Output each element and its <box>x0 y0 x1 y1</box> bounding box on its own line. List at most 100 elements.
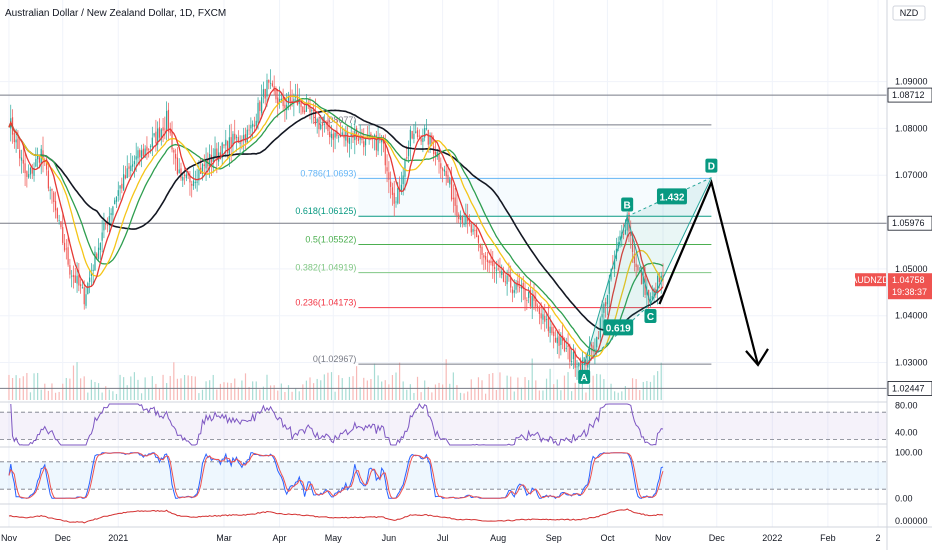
candle-body <box>657 276 659 294</box>
volume-bar <box>37 372 39 400</box>
candle-body <box>289 94 291 102</box>
candle-body <box>298 100 300 104</box>
volume-bar <box>398 362 401 400</box>
candle-body <box>74 275 76 283</box>
candle-body <box>22 159 24 164</box>
pattern-fill-bcd <box>627 177 712 305</box>
price-tick-label: 1.09000 <box>895 77 928 87</box>
candle-body <box>268 80 270 83</box>
candle-body <box>300 102 302 107</box>
candle-body <box>578 363 580 367</box>
candle-body <box>391 187 394 195</box>
fib-level-label: 0(1.02967) <box>313 354 357 364</box>
volume-bar <box>538 390 540 400</box>
candle-body <box>153 133 155 136</box>
volume-bar <box>226 382 229 400</box>
candle-body <box>225 139 227 146</box>
candle-body <box>497 268 499 270</box>
volume-bar <box>341 378 343 400</box>
candle-body <box>579 360 582 371</box>
candle-body <box>492 260 494 267</box>
candle-body <box>287 96 290 105</box>
volume-bar <box>72 365 75 400</box>
currency-button[interactable] <box>892 5 926 21</box>
volume-bar <box>266 374 268 400</box>
volume-bar <box>176 378 178 400</box>
candle-body <box>438 153 440 162</box>
last-price-tag <box>888 273 932 300</box>
volume-bar <box>252 381 254 400</box>
candle-body <box>316 119 318 123</box>
volume-bar <box>420 392 422 400</box>
candle-body <box>253 124 256 127</box>
candle-body <box>37 155 39 160</box>
volume-bar <box>502 387 505 400</box>
candle-body <box>158 127 161 138</box>
ratio-badge <box>603 319 634 336</box>
candle-body <box>501 271 503 275</box>
fib-level-label: 0.618(1.06125) <box>295 206 356 216</box>
candle-body <box>511 289 514 294</box>
candle-body <box>280 98 282 101</box>
candle-body <box>601 314 603 318</box>
volume-bar <box>660 362 662 400</box>
candle-body <box>341 132 343 136</box>
volume-bar <box>413 392 415 400</box>
time-tick-label: 2022 <box>762 533 782 543</box>
candle-body <box>259 101 261 112</box>
candle-body <box>51 188 53 191</box>
time-tick-label: Nov <box>655 533 672 543</box>
volume-bar <box>44 383 46 400</box>
rsi-line <box>10 402 664 446</box>
fib-level-label: 0.786(1.0693) <box>300 168 356 178</box>
candle-body <box>565 347 567 349</box>
volume-bar <box>33 373 35 400</box>
volume-bar <box>291 391 293 400</box>
volume-bar <box>624 386 626 400</box>
volume-bar <box>388 384 390 400</box>
candle-body <box>454 197 456 206</box>
candle-body <box>576 366 578 368</box>
volume-bar <box>126 385 128 400</box>
symbol-tag-text: AUDNZD <box>851 275 889 285</box>
candle-body <box>63 242 66 251</box>
volume-bar <box>449 383 451 400</box>
candle-body <box>114 200 116 205</box>
candle-body <box>510 277 512 288</box>
candle-body <box>320 124 322 129</box>
time-tick-label: Dec <box>709 533 726 543</box>
volume-bar <box>158 388 161 400</box>
candle-body <box>28 174 30 178</box>
volume-bar <box>635 379 637 400</box>
volume-bar <box>137 379 139 400</box>
candle-body <box>115 196 118 202</box>
volume-bar <box>513 391 515 400</box>
candle-body <box>275 89 277 100</box>
candle-body <box>54 201 57 211</box>
volume-bar <box>316 378 318 400</box>
candle-body <box>361 137 363 141</box>
candle-body <box>189 174 191 183</box>
candle-body <box>630 231 632 237</box>
candle-body <box>594 348 596 351</box>
volume-bar <box>54 392 57 400</box>
candle-body <box>452 197 454 200</box>
candle-body <box>490 260 492 263</box>
candle-body <box>431 135 433 145</box>
volume-bar <box>237 387 239 400</box>
oscillator-tick-label: 0.00000 <box>895 516 928 526</box>
volume-bar <box>359 387 361 400</box>
candle-body <box>142 148 144 156</box>
candle-body <box>83 287 85 305</box>
candle-body <box>201 163 204 174</box>
volume-bar <box>621 391 623 400</box>
volume-bar <box>373 363 376 400</box>
candle-body <box>162 127 164 131</box>
candle-body <box>151 137 153 147</box>
candle-body <box>117 190 119 196</box>
last-price-text: 1.04758 <box>892 275 925 285</box>
candle-body <box>223 144 225 146</box>
time-tick-label: 2021 <box>108 533 128 543</box>
volume-bar <box>11 378 14 400</box>
candle-body <box>133 161 135 165</box>
